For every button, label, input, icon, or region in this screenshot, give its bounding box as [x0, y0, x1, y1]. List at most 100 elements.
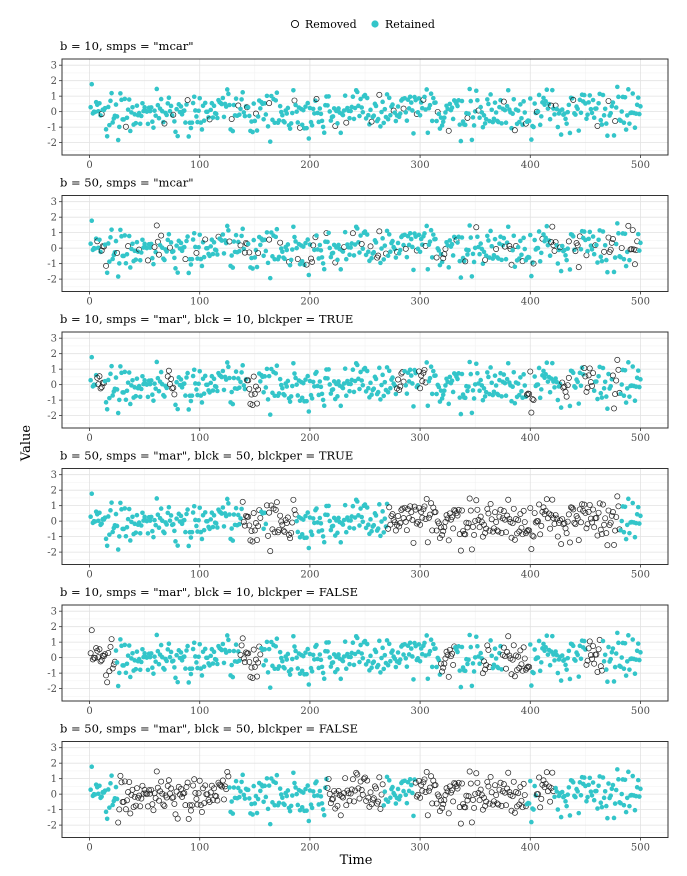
retained-point	[328, 254, 334, 260]
retained-point	[605, 815, 610, 821]
removed-point	[536, 774, 543, 781]
panel-6: b = 50, smps = "mar", blck = 50, blckper…	[47, 722, 669, 854]
retained-point	[190, 237, 196, 242]
retained-point	[282, 802, 287, 808]
removed-point	[589, 382, 595, 389]
retained-point	[622, 231, 628, 237]
retained-point	[511, 233, 517, 239]
retained-point	[581, 775, 587, 780]
removed-point	[433, 800, 440, 807]
retained-point	[123, 670, 129, 676]
retained-point	[264, 639, 270, 645]
removed-point	[473, 770, 480, 777]
retained-point	[551, 106, 556, 111]
removed-point	[493, 792, 500, 798]
retained-point	[151, 261, 156, 267]
removed-point	[552, 512, 559, 519]
removed-point	[373, 785, 379, 792]
retained-point	[429, 391, 435, 397]
retained-point	[564, 257, 569, 263]
removed-point	[103, 672, 110, 679]
retained-point	[449, 241, 455, 247]
retained-point	[450, 116, 456, 122]
removed-point	[171, 800, 178, 807]
retained-point	[314, 506, 319, 511]
retained-point	[475, 643, 480, 649]
removed-point	[165, 777, 172, 784]
retained-point	[191, 640, 197, 646]
removed-point	[142, 790, 149, 797]
retained-point	[386, 232, 392, 237]
retained-point	[342, 93, 348, 98]
retained-point	[497, 650, 502, 656]
retained-point	[347, 115, 352, 121]
retained-point	[408, 646, 414, 651]
retained-point	[215, 525, 220, 530]
removed-point	[349, 230, 356, 237]
retained-point	[555, 124, 561, 130]
retained-point	[354, 89, 360, 95]
removed-point	[178, 786, 184, 792]
retained-point	[343, 666, 349, 672]
removed-point	[445, 537, 452, 544]
retained-point	[384, 228, 390, 234]
retained-point	[258, 242, 263, 248]
removed-point	[549, 496, 556, 503]
removed-point	[492, 509, 498, 516]
retained-point	[381, 666, 387, 672]
retained-point	[610, 646, 616, 651]
retained-point	[183, 393, 188, 398]
retained-point	[300, 380, 306, 386]
retained-point	[220, 505, 226, 510]
retained-point	[340, 385, 346, 391]
retained-point	[148, 651, 154, 656]
retained-point	[185, 643, 190, 649]
retained-point	[273, 234, 279, 240]
retained-point	[190, 373, 196, 379]
retained-point	[125, 380, 131, 385]
removed-point	[377, 805, 384, 812]
retained-point	[201, 391, 207, 396]
removed-point	[96, 373, 103, 380]
removed-point	[122, 123, 129, 130]
removed-point	[432, 782, 439, 789]
retained-point	[325, 649, 330, 654]
retained-point	[343, 529, 349, 535]
removed-point	[364, 777, 371, 784]
retained-point	[606, 781, 611, 786]
retained-point	[550, 633, 555, 639]
retained-point	[537, 122, 543, 128]
removed-point	[170, 794, 177, 801]
removed-point	[590, 643, 597, 650]
retained-point	[139, 250, 144, 255]
retained-point	[369, 255, 374, 261]
removed-point	[351, 798, 357, 805]
retained-point	[600, 365, 606, 371]
removed-point	[505, 496, 512, 503]
retained-point	[199, 127, 205, 132]
retained-point	[215, 388, 220, 394]
removed-point	[470, 796, 476, 803]
removed-point	[485, 783, 492, 790]
retained-point	[632, 125, 638, 131]
retained-point	[619, 518, 625, 524]
removed-point	[612, 527, 619, 534]
removed-point	[362, 774, 368, 781]
removed-point	[472, 790, 479, 797]
retained-point	[174, 379, 179, 385]
retained-point	[173, 129, 178, 135]
removed-point	[508, 534, 515, 541]
retained-point	[140, 237, 145, 243]
retained-point	[220, 641, 226, 647]
retained-point	[552, 658, 557, 663]
retained-point	[388, 385, 393, 391]
removed-point	[508, 807, 515, 814]
removed-point	[472, 517, 479, 524]
retained-point	[108, 781, 113, 786]
retained-point	[536, 229, 542, 234]
retained-point	[371, 522, 377, 528]
removed-point	[266, 509, 273, 516]
removed-point	[583, 661, 590, 668]
x-tick-label: 500	[631, 297, 650, 308]
retained-point	[227, 375, 232, 381]
